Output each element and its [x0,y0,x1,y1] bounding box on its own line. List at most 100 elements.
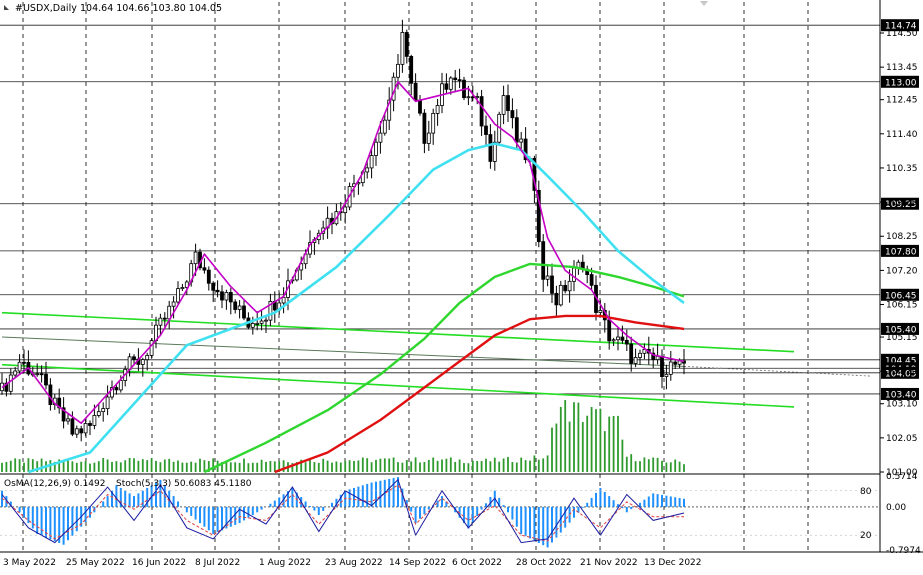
volume-bar [630,454,633,472]
volume-bar [106,459,109,472]
volume-bar [168,458,171,472]
volume-bar [401,462,404,472]
osma-bar [304,501,307,507]
osma-bar [247,506,250,518]
candle-bull [369,155,374,169]
volume-bar [115,461,118,472]
osma-bar [203,506,206,527]
volume-bar [317,462,320,472]
osma-bar [251,506,254,516]
volume-bar [454,461,457,472]
volume-bar [485,458,487,472]
osma-axis-label: 0.00 [886,503,906,513]
candle-bull [264,319,268,322]
volume-bar [515,462,518,472]
volume-bar [36,461,39,472]
osma-bar [551,506,553,543]
level-label: 104.45 [885,356,917,366]
volume-bar [555,423,558,472]
osma-bar [656,494,659,507]
candle-bull [545,275,550,280]
osma-bar [458,506,461,518]
volume-bar [203,460,206,472]
candle-bull [224,292,229,301]
x-tick-label: 16 Jun 2022 [132,558,186,568]
level-label: 105.40 [885,325,917,335]
candle-bear [413,82,418,101]
osma-bar [89,506,91,518]
osma-label: OsMA(12,26,9) 0.1492 [4,479,105,489]
candle-bear [4,382,9,392]
volume-bar [414,457,417,472]
osma-bar [647,496,650,507]
osma-bar [370,482,373,507]
volume-bar [603,431,606,472]
candle-bear [523,138,528,161]
osma-bar [207,506,210,531]
osma-bar [260,506,263,510]
volume-bar [586,415,589,472]
osma-bar [419,506,421,519]
scroll-marker-icon[interactable] [700,1,708,6]
volume-bar [273,461,276,472]
volume-bar [212,458,215,472]
osma-bar [282,494,285,507]
volume-bar [80,461,83,472]
volume-bar [669,462,672,472]
candle-bull [365,167,370,173]
osma-bar [652,493,655,507]
candle-bear [563,284,568,292]
candle-bull [74,428,79,435]
candle-bear [202,267,207,271]
volume-bar [529,460,531,472]
volume-bar [498,461,501,472]
osma-bar [58,506,61,543]
candle-bull [435,105,440,114]
osma-axis-label: 0.5714 [886,472,918,482]
osma-bar [612,500,615,507]
volume-bar [410,461,413,472]
osma-bar [603,492,606,507]
candlesticks [0,19,686,442]
osma-bar [141,490,144,507]
level-label: 104.05 [885,369,917,379]
candle-bear [589,274,594,286]
x-tick-label: 25 May 2022 [66,558,125,568]
volume-bar [608,416,611,472]
osma-bar [357,486,360,507]
x-tick-label: 8 Jul 2022 [195,558,240,568]
osma-bar [590,497,593,507]
volume-bar [520,457,523,472]
osma-bar [410,506,413,512]
osma-bar [366,483,369,507]
y-tick-label: 104.10 [886,367,918,377]
osma-bar [555,506,558,538]
y-tick-label: 114.50 [886,29,918,39]
volume-bar [617,415,619,472]
candle-bull [105,396,110,410]
osma-bar [238,506,241,524]
osma-bar [335,498,338,507]
volume-bar [185,462,188,472]
osma-bar [27,506,30,524]
osma-bar [159,479,162,507]
volume-bar [502,458,505,472]
candle-bull [519,138,524,143]
volume-bar [493,457,496,472]
volume-bar [282,460,285,472]
osma-bar [661,494,663,507]
osma-bar [172,496,175,507]
volume-bar [119,462,122,472]
candle-bear [484,125,488,135]
volume-bar [621,439,624,472]
volume-bar [647,459,650,472]
candle-bear [541,241,546,280]
ohlc-label: 104.64 104.66 103.80 104.05 [80,3,222,14]
osma-bar [234,506,237,525]
candle-bull [558,284,563,306]
volume-bar [612,415,615,472]
volume-bar [397,462,399,472]
osma-bar [71,506,74,536]
stoch-axis-label: 80 [860,487,872,497]
volume-bar [590,406,593,472]
